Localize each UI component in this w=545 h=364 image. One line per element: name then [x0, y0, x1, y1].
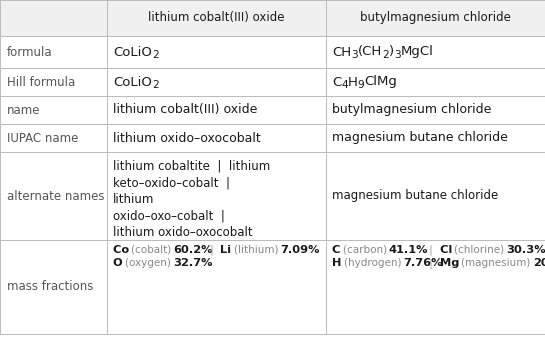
Bar [0, 96, 107, 124]
Text: |: | [209, 245, 214, 255]
Text: 3: 3 [394, 50, 401, 59]
Text: (oxygen): (oxygen) [125, 258, 173, 269]
Text: butylmagnesium chloride: butylmagnesium chloride [332, 103, 492, 116]
Bar [326, 36, 545, 68]
Bar [107, 152, 326, 240]
Text: C: C [332, 75, 341, 88]
Text: Mg: Mg [439, 258, 461, 269]
Bar [107, 124, 326, 152]
Text: lithium cobaltite  |  lithium
keto–oxido–cobalt  |
lithium
oxido–oxo–cobalt  |
l: lithium cobaltite | lithium keto–oxido–c… [113, 160, 270, 239]
Text: CoLiO: CoLiO [113, 75, 152, 88]
Text: (magnesium): (magnesium) [461, 258, 532, 269]
Text: (lithium): (lithium) [234, 245, 281, 255]
Text: H: H [348, 75, 358, 88]
Text: (hydrogen): (hydrogen) [344, 258, 403, 269]
Text: 7.76%: 7.76% [403, 258, 443, 269]
Text: 3: 3 [351, 50, 358, 59]
Bar [107, 68, 326, 96]
Text: C: C [332, 245, 343, 255]
Bar [107, 240, 326, 334]
Text: 2: 2 [152, 50, 159, 59]
Text: MgCl: MgCl [401, 46, 434, 59]
Text: Li: Li [221, 245, 234, 255]
Text: ClMg: ClMg [365, 75, 397, 88]
Text: (carbon): (carbon) [343, 245, 389, 255]
Text: magnesium butane chloride: magnesium butane chloride [332, 190, 498, 202]
Text: mass fractions: mass fractions [7, 281, 93, 293]
Bar [107, 0, 326, 36]
Bar [326, 68, 545, 96]
Bar [107, 36, 326, 68]
Text: Co: Co [113, 245, 131, 255]
Text: O: O [113, 258, 125, 269]
Text: 4: 4 [341, 79, 348, 90]
Text: butylmagnesium chloride: butylmagnesium chloride [360, 12, 511, 24]
Bar [326, 240, 545, 334]
Text: formula: formula [7, 46, 53, 59]
Text: 9: 9 [358, 79, 365, 90]
Text: CH: CH [332, 46, 351, 59]
Bar [107, 96, 326, 124]
Text: Hill formula: Hill formula [7, 75, 75, 88]
Text: 7.09%: 7.09% [281, 245, 320, 255]
Bar [0, 124, 107, 152]
Text: |: | [428, 258, 433, 269]
Text: lithium cobalt(III) oxide: lithium cobalt(III) oxide [148, 12, 284, 24]
Bar [0, 0, 107, 36]
Text: (chlorine): (chlorine) [454, 245, 506, 255]
Text: magnesium butane chloride: magnesium butane chloride [332, 131, 508, 145]
Text: 32.7%: 32.7% [173, 258, 213, 269]
Text: Cl: Cl [439, 245, 454, 255]
Text: ): ) [389, 46, 394, 59]
Text: H: H [332, 258, 344, 269]
Text: (CH: (CH [358, 46, 382, 59]
Text: lithium cobalt(III) oxide: lithium cobalt(III) oxide [113, 103, 257, 116]
Bar [326, 124, 545, 152]
Text: (cobalt): (cobalt) [131, 245, 174, 255]
Bar [326, 96, 545, 124]
Text: alternate names: alternate names [7, 190, 105, 202]
Bar [0, 152, 107, 240]
Bar [0, 240, 107, 334]
Text: CoLiO: CoLiO [113, 46, 152, 59]
Text: 41.1%: 41.1% [389, 245, 428, 255]
Text: 2: 2 [382, 50, 389, 59]
Bar [326, 0, 545, 36]
Bar [0, 36, 107, 68]
Text: |: | [428, 245, 433, 255]
Text: name: name [7, 103, 40, 116]
Bar [0, 68, 107, 96]
Text: 30.3%: 30.3% [506, 245, 545, 255]
Text: 2: 2 [152, 79, 159, 90]
Bar [326, 152, 545, 240]
Text: IUPAC name: IUPAC name [7, 131, 78, 145]
Text: lithium oxido–oxocobalt: lithium oxido–oxocobalt [113, 131, 261, 145]
Text: 60.2%: 60.2% [174, 245, 213, 255]
Text: 20.8%: 20.8% [532, 258, 545, 269]
